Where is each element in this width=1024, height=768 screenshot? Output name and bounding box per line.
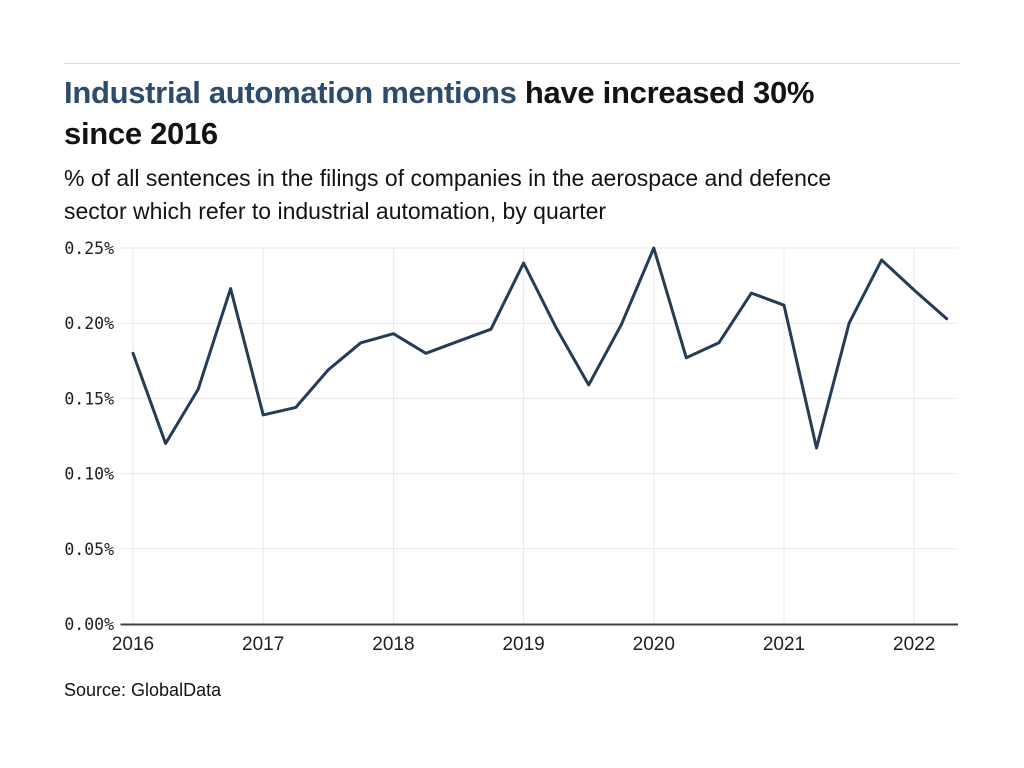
- y-axis-tick-label: 0.15%: [64, 389, 114, 408]
- y-axis-tick-label: 0.25%: [64, 239, 114, 258]
- source-credit: Source: GlobalData: [64, 680, 222, 700]
- x-axis-tick-label: 2020: [633, 634, 675, 655]
- x-axis-tick-label: 2017: [242, 634, 284, 655]
- header-divider: [64, 63, 960, 64]
- page-title: Industrial automation mentions have incr…: [64, 72, 984, 154]
- title-rest-line1: have increased 30%: [524, 75, 815, 110]
- subtitle-line2: sector which refer to industrial automat…: [64, 198, 607, 224]
- x-axis-tick-label: 2016: [112, 634, 154, 655]
- title-accent-text: Industrial automation mentions: [64, 75, 525, 110]
- x-axis-tick-label: 2021: [763, 634, 805, 655]
- x-axis-tick-label: 2022: [893, 634, 935, 655]
- x-axis-tick-label: 2019: [502, 634, 544, 655]
- x-axis-tick-label: 2018: [372, 634, 414, 655]
- data-series-line: [131, 246, 949, 450]
- y-axis-tick-label: 0.05%: [64, 540, 114, 559]
- chart-subtitle: % of all sentences in the filings of com…: [64, 162, 984, 228]
- y-axis-tick-label: 0.20%: [64, 314, 114, 333]
- subtitle-line1: % of all sentences in the filings of com…: [64, 165, 832, 191]
- y-axis-tick-label: 0.10%: [64, 465, 114, 484]
- y-axis-tick-label: 0.00%: [64, 615, 114, 634]
- title-rest-line2: since 2016: [64, 116, 218, 151]
